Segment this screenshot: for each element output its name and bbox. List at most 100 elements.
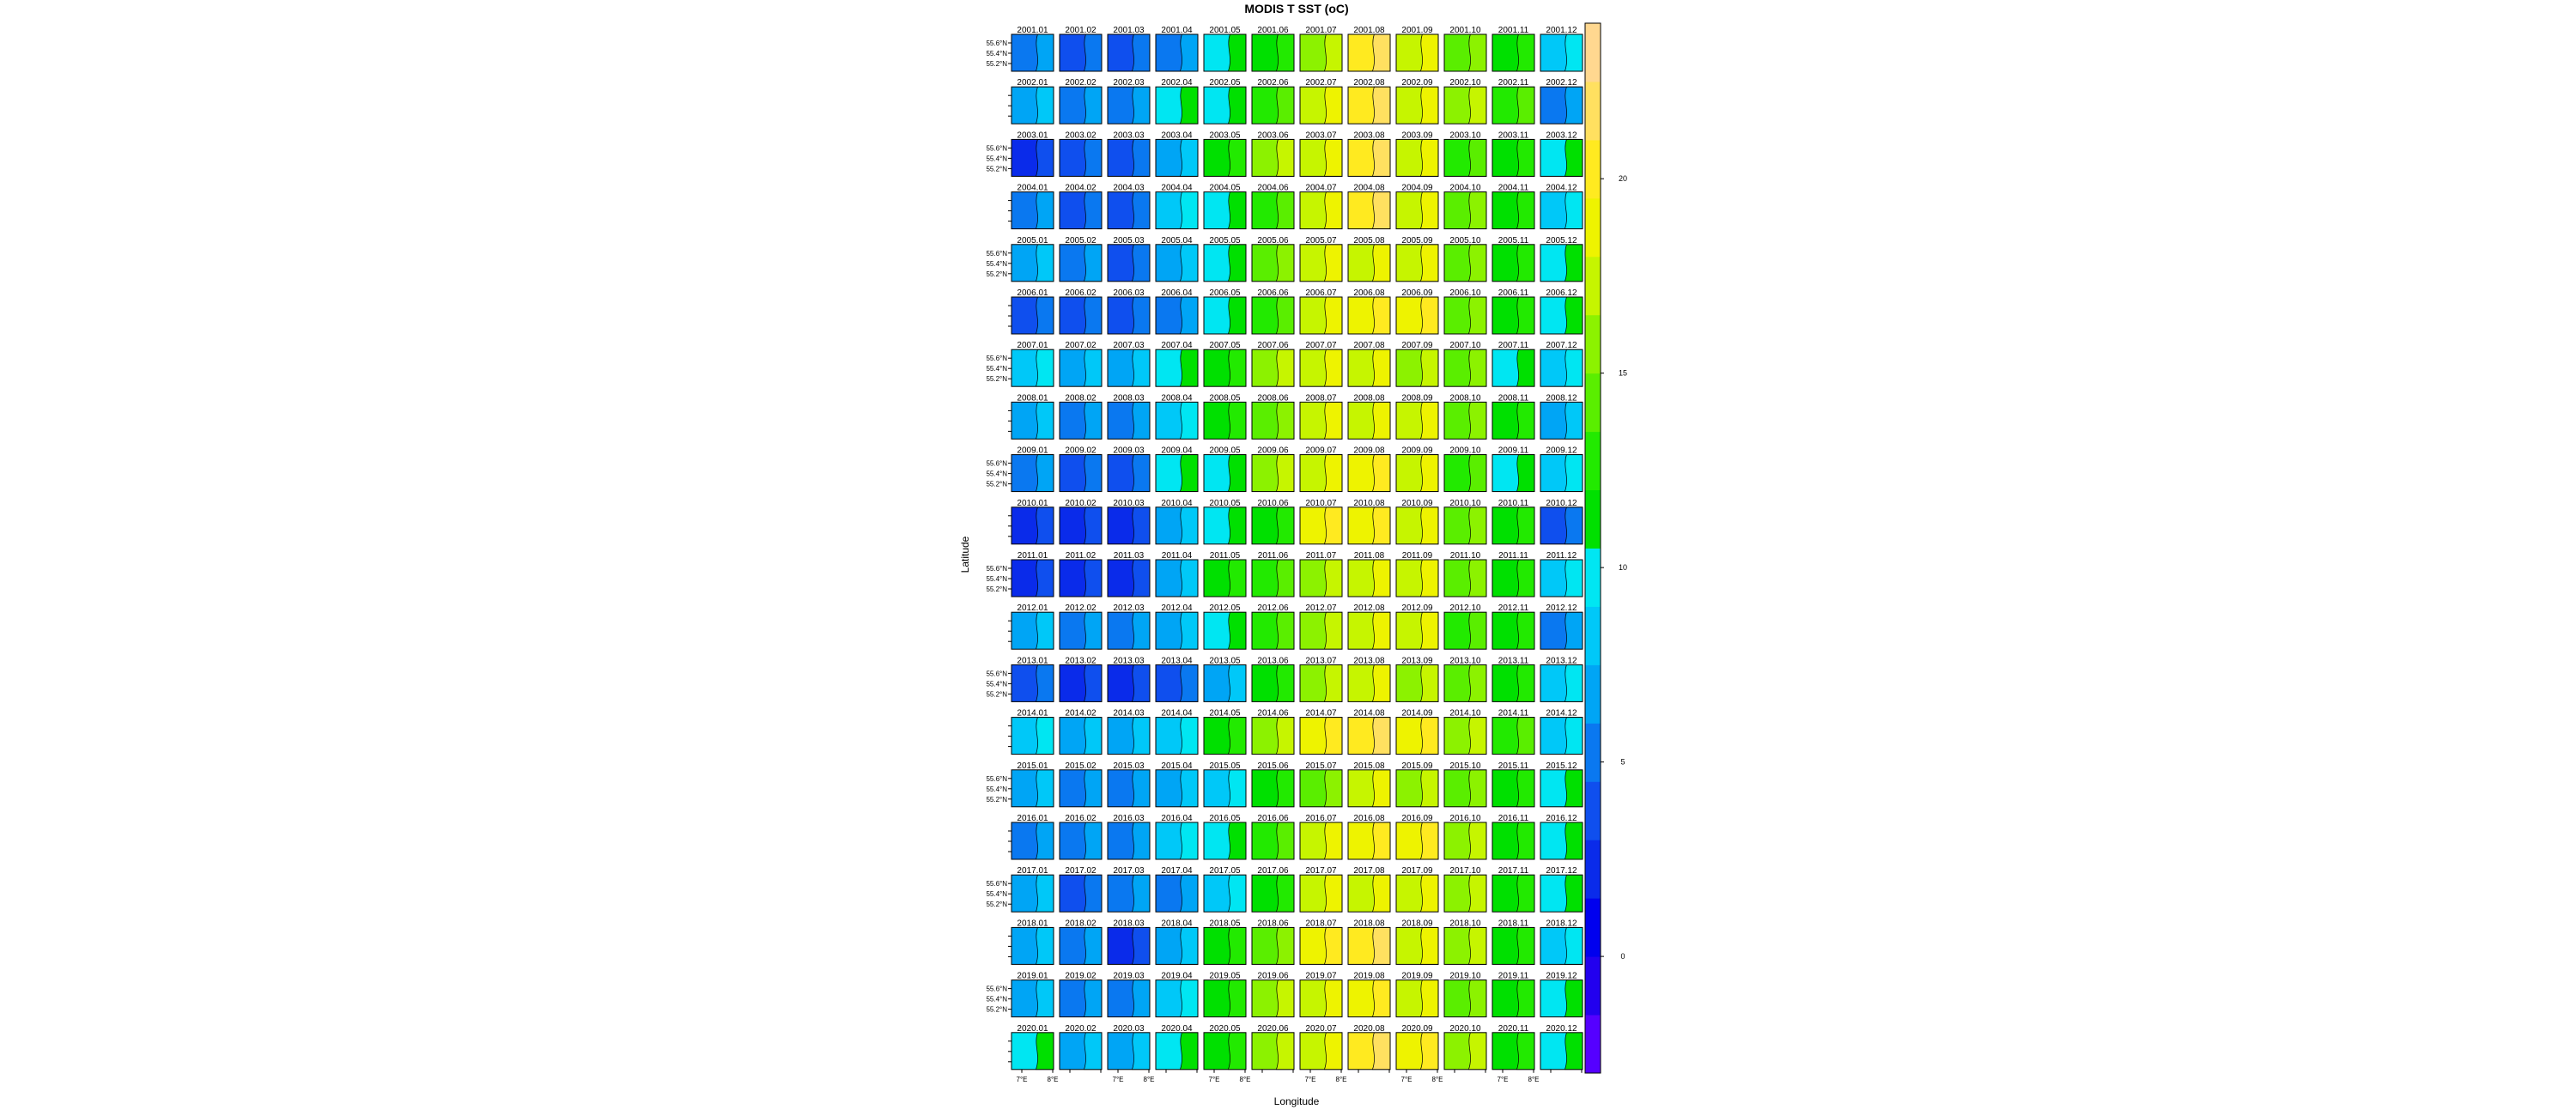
panel-frame	[1492, 86, 1535, 124]
panel-label: 2011.10	[1450, 551, 1481, 561]
panel-frame	[1492, 33, 1535, 72]
panel-2019-11: 2019.11	[1492, 972, 1535, 1018]
panel-2016-09: 2016.09	[1395, 814, 1439, 860]
panel-2018-04: 2018.04	[1155, 919, 1199, 965]
panel-label: 2001.08	[1353, 26, 1385, 35]
x-tick-label: 8°E	[1336, 1076, 1347, 1083]
panel-label: 2020.05	[1209, 1024, 1241, 1034]
colorbar-swatch	[1585, 606, 1601, 665]
panel-label: 2010.06	[1257, 499, 1289, 508]
panel-contour	[1371, 1032, 1391, 1071]
panel-frame	[1540, 874, 1583, 913]
panel-label: 2001.06	[1257, 26, 1289, 35]
panel-label: 2020.11	[1498, 1024, 1529, 1034]
panel-label: 2020.04	[1161, 1024, 1193, 1034]
panel-frame	[1203, 401, 1247, 440]
panel-label: 2003.06	[1257, 130, 1289, 140]
panel-2009-02: 2009.02	[1059, 446, 1103, 493]
panel-label: 2005.01	[1017, 236, 1048, 246]
panel-2013-03: 2013.03	[1107, 656, 1151, 702]
panel-label: 2004.04	[1161, 184, 1193, 193]
panel-2006-01: 2006.01	[1008, 288, 1054, 335]
panel-contour	[1131, 559, 1151, 597]
panel-2013-02: 2013.02	[1059, 656, 1103, 702]
panel-contour	[1564, 769, 1583, 808]
panel-2012-06: 2012.06	[1251, 603, 1295, 650]
panel-2009-11: 2009.11	[1492, 446, 1535, 493]
y-axis-label: Latitude	[959, 536, 971, 573]
panel-label: 2016.11	[1498, 814, 1529, 823]
x-tick-label: 7°E	[1401, 1076, 1413, 1083]
panel-frame	[1107, 86, 1151, 124]
panel-2006-09: 2006.09	[1395, 288, 1439, 335]
panel-contour	[1323, 349, 1343, 387]
panel-contour	[1467, 611, 1487, 650]
panel-contour	[1227, 769, 1247, 808]
colorbar-tick-label: 15	[1619, 369, 1627, 378]
panel-frame	[1059, 401, 1103, 440]
panel-label: 2019.11	[1498, 972, 1529, 981]
panel-contour	[1419, 769, 1439, 808]
panel-frame	[1540, 1032, 1583, 1071]
panel-contour	[1564, 927, 1583, 965]
panel-2008-10: 2008.10	[1443, 393, 1487, 440]
panel-2007-09: 2007.09	[1395, 341, 1439, 387]
panel-frame	[1347, 664, 1391, 702]
panel-label: 2004.02	[1065, 184, 1097, 193]
panel-contour	[1227, 980, 1247, 1017]
panel-2011-04: 2011.04	[1155, 551, 1199, 597]
panel-2015-11: 2015.11	[1492, 761, 1535, 808]
panel-label: 2016.09	[1401, 814, 1433, 823]
panel-frame	[1395, 980, 1439, 1018]
panel-contour	[1419, 244, 1439, 282]
panel-2015-07: 2015.07	[1299, 761, 1343, 808]
panel-2002-01: 2002.01	[1008, 78, 1054, 124]
panel-contour	[1419, 1032, 1439, 1071]
panel-frame	[1059, 296, 1103, 335]
panel-label: 2012.12	[1546, 603, 1577, 613]
panel-frame	[1107, 349, 1151, 387]
panel-frame	[1299, 664, 1343, 702]
panel-contour	[1179, 33, 1199, 72]
panel-contour	[1275, 769, 1295, 808]
panel-contour	[1516, 769, 1535, 808]
panel-frame	[1395, 296, 1439, 335]
panel-2001-05: 2001.05	[1203, 26, 1247, 72]
panel-frame	[1155, 296, 1199, 335]
panel-frame	[1492, 980, 1535, 1018]
panel-2014-02: 2014.02	[1059, 709, 1103, 755]
panel-frame	[1395, 244, 1439, 282]
panel-label: 2020.08	[1353, 1024, 1385, 1034]
x-tick-label: 8°E	[1240, 1076, 1251, 1083]
panel-frame	[1540, 822, 1583, 860]
panel-2004-01: 2004.01	[1008, 184, 1054, 230]
panel-2018-06: 2018.06	[1251, 919, 1295, 965]
panel-frame	[1540, 86, 1583, 124]
y-tick-label: 55.2°N	[986, 901, 1007, 908]
y-tick-label: 55.2°N	[986, 481, 1007, 488]
panel-contour	[1323, 874, 1343, 913]
panel-frame	[1492, 664, 1535, 702]
panel-2019-05: 2019.05	[1203, 972, 1247, 1018]
panel-label: 2004.03	[1113, 184, 1145, 193]
panel-frame	[1203, 296, 1247, 335]
colorbar-tick-label: 0	[1620, 952, 1625, 961]
panel-2005-12: 2005.12	[1540, 236, 1583, 282]
panel-contour	[1227, 611, 1247, 650]
panel-label: 2014.09	[1401, 709, 1433, 719]
panel-frame	[1299, 296, 1343, 335]
panel-label: 2006.12	[1546, 288, 1577, 298]
panel-2006-10: 2006.10	[1443, 288, 1487, 335]
panel-frame	[1443, 33, 1487, 72]
panel-contour	[1083, 822, 1103, 860]
panel-label: 2007.01	[1017, 341, 1048, 350]
panel-frame	[1203, 874, 1247, 913]
panel-label: 2011.06	[1258, 551, 1289, 561]
panel-frame	[1251, 86, 1295, 124]
panel-frame	[1059, 191, 1103, 230]
panel-label: 2015.05	[1209, 761, 1241, 771]
y-tick-label: 55.6°N	[986, 775, 1007, 783]
panel-2019-10: 2019.10	[1443, 972, 1487, 1018]
panel-contour	[1275, 980, 1295, 1017]
panel-frame	[1540, 191, 1583, 230]
